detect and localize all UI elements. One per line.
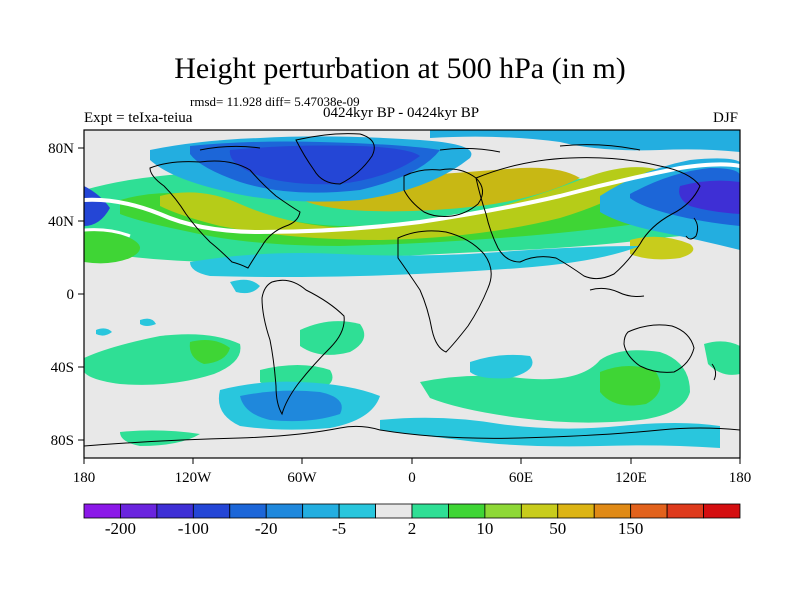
colorbar-swatch: [411, 503, 449, 519]
colorbar-labels: -200 -100 -20 -5 2 10 50 150: [105, 519, 644, 538]
colorbar-swatch: [448, 503, 486, 519]
west-edge-negative: [84, 186, 110, 226]
lon-label: 0: [408, 470, 416, 486]
lat-label: 40N: [48, 214, 74, 230]
coast-australia: [623, 324, 695, 373]
experiment-label: Expt = teIxa-teiua: [84, 110, 193, 126]
lon-label: 120E: [615, 470, 647, 486]
coast-europe: [403, 168, 483, 217]
stats-text: rmsd= 11.928 diff= 5.47038e-09: [190, 94, 360, 109]
colorbar-swatch: [83, 503, 121, 519]
coast-antarctica: [84, 425, 740, 447]
west-pacific-positive: [84, 230, 140, 264]
colorbar-label: 150: [618, 519, 644, 538]
north-pacific-negative-peak: [679, 180, 740, 214]
coast-new-zealand: [711, 363, 717, 381]
arctic-negative: [430, 130, 740, 152]
subtropical-cyan-strip: [190, 246, 640, 277]
indian-ocean-positive-core: [600, 366, 661, 406]
colorbar-swatch: [192, 503, 231, 519]
lat-label: 40S: [51, 360, 74, 376]
colorbar-swatch: [593, 503, 632, 519]
colorbar-swatch: [265, 503, 304, 519]
lat-label: 80N: [48, 141, 74, 157]
coast-south-america: [261, 279, 345, 416]
colorbar-swatch: [520, 503, 559, 519]
coast-greenland: [295, 133, 375, 185]
east-pacific-positive: [704, 341, 740, 375]
lon-label: 60W: [287, 470, 317, 486]
colorbar-swatch: [120, 503, 158, 519]
colorbar-label: 10: [476, 519, 493, 538]
south-america-positive: [300, 321, 365, 355]
coast-north-america: [149, 160, 301, 269]
colorbar-label: -100: [178, 519, 209, 538]
coast-arctic: [199, 144, 641, 153]
colorbar-swatch: [156, 503, 194, 519]
lat-label: 0: [67, 287, 75, 303]
antarctic-negative-band: [380, 417, 720, 448]
period-subtitle: 0424kyr BP - 0424kyr BP: [323, 105, 480, 121]
colorbar-swatch: [703, 503, 741, 519]
colorbar-swatch: [338, 503, 376, 519]
axis-ticks: [78, 147, 741, 464]
coastlines: [84, 133, 740, 447]
south-america-antarctic-negative-core: [240, 390, 342, 422]
colorbar-label: -5: [332, 519, 346, 538]
colorbar-label: 50: [549, 519, 566, 538]
colorbar-swatch: [229, 503, 267, 519]
coast-indonesia: [589, 287, 645, 297]
lat-label: 80S: [51, 433, 74, 449]
equatorial-cyan-blob: [230, 279, 260, 294]
lon-label: 180: [73, 470, 96, 486]
colorbar-swatch: [666, 503, 704, 519]
colorbar-swatch: [484, 503, 522, 519]
coast-africa: [397, 230, 492, 353]
colorbar-swatch: [557, 503, 595, 519]
east-asia-positive: [630, 236, 694, 260]
small-cyan-1: [96, 328, 112, 336]
contour-field: [84, 130, 740, 458]
colorbar-swatch: [375, 503, 413, 519]
lon-label: 60E: [509, 470, 533, 486]
zero-contour-nh: [84, 162, 740, 235]
colorbar-label: -20: [255, 519, 278, 538]
africa-south-cyan: [470, 354, 533, 379]
colorbar-label: -200: [105, 519, 136, 538]
lon-label: 180: [729, 470, 752, 486]
plot-title: Height perturbation at 500 hPa (in m): [174, 52, 626, 85]
colorbar-label: 2: [408, 519, 417, 538]
season-label: DJF: [713, 110, 739, 126]
lon-label: 120W: [175, 470, 213, 486]
small-cyan-2: [140, 318, 156, 326]
nh-positive-peak: [160, 167, 660, 240]
coast-japan: [685, 217, 699, 240]
zero-contour-west: [84, 228, 131, 238]
south-pacific-positive-core: [189, 340, 230, 364]
colorbar-swatch: [302, 503, 340, 519]
colorbar: [83, 503, 741, 519]
coast-asia: [475, 157, 701, 280]
colorbar-swatch: [630, 503, 668, 519]
